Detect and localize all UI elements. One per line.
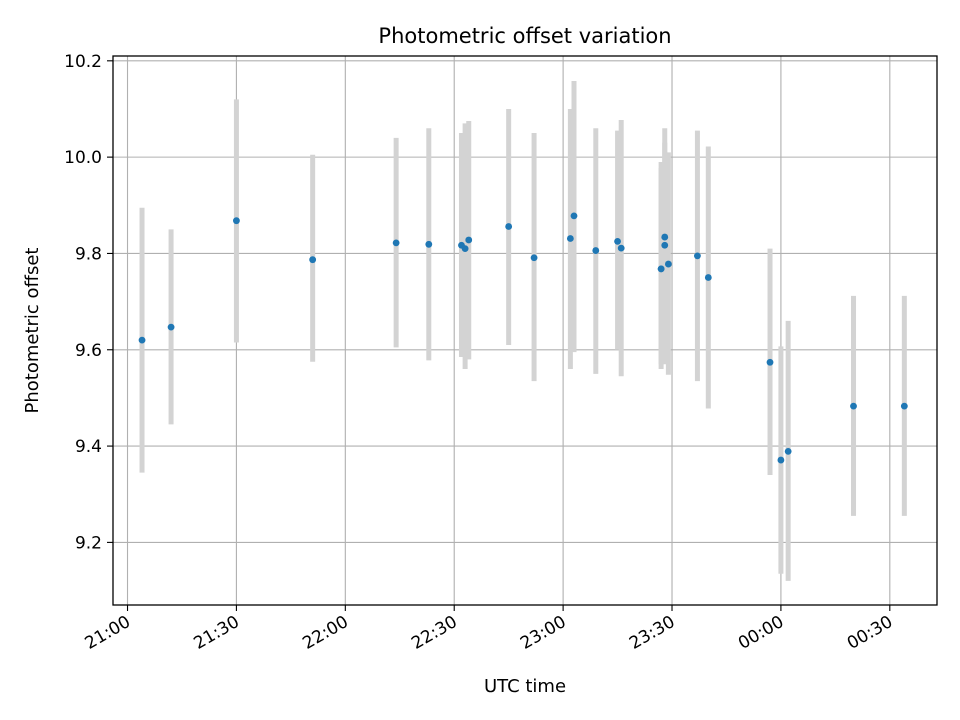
data-point xyxy=(233,217,240,225)
x-tick-label: 21:00 xyxy=(82,612,134,654)
data-point xyxy=(461,245,469,253)
data-point xyxy=(617,244,625,252)
data-point xyxy=(704,274,712,281)
data-point xyxy=(392,239,400,247)
data-point xyxy=(592,247,600,254)
x-tick-label: 22:00 xyxy=(299,612,351,654)
y-tick-label: 9.6 xyxy=(75,341,102,361)
chart-title: Photometric offset variation xyxy=(378,24,671,48)
error-bars xyxy=(139,81,907,581)
data-point xyxy=(570,212,578,220)
x-axis-ticks: 21:00 21:30 22:00 22:30 23:00 23:30 00:00 00:30 xyxy=(82,605,896,654)
data-point xyxy=(614,238,621,245)
data-point xyxy=(900,402,908,410)
data-point xyxy=(566,235,574,242)
y-tick-label: 9.4 xyxy=(75,437,102,457)
data-point xyxy=(309,256,317,264)
data-point xyxy=(661,241,669,249)
data-point xyxy=(657,265,665,273)
data-point xyxy=(784,447,792,455)
x-tick-label: 23:00 xyxy=(517,612,569,654)
data-point xyxy=(425,240,433,248)
data-point xyxy=(694,252,701,260)
y-axis-title: Photometric offset xyxy=(22,248,43,414)
y-tick-label: 9.8 xyxy=(75,244,102,264)
y-tick-label: 9.2 xyxy=(75,533,102,553)
x-axis-title: UTC time xyxy=(484,676,566,697)
data-point xyxy=(530,254,538,262)
x-tick-label: 21:30 xyxy=(190,612,242,654)
data-point xyxy=(850,402,857,410)
data-point xyxy=(138,336,146,344)
data-point xyxy=(167,323,175,331)
data-point xyxy=(766,358,774,366)
data-point xyxy=(664,260,672,268)
data-point xyxy=(777,456,785,464)
y-tick-label: 10.0 xyxy=(64,148,102,168)
data-point xyxy=(465,236,473,244)
plot-frame xyxy=(112,55,938,606)
y-axis-ticks: 9.2 9.4 9.6 9.8 10.0 10.2 xyxy=(64,52,113,553)
data-points xyxy=(138,212,908,464)
x-tick-label: 22:30 xyxy=(408,612,460,654)
data-point xyxy=(661,233,669,241)
y-tick-label: 10.2 xyxy=(64,52,102,72)
x-tick-label: 23:30 xyxy=(626,612,678,654)
data-point xyxy=(505,223,513,230)
x-tick-label: 00:00 xyxy=(735,612,787,654)
x-tick-label: 00:30 xyxy=(844,612,896,654)
